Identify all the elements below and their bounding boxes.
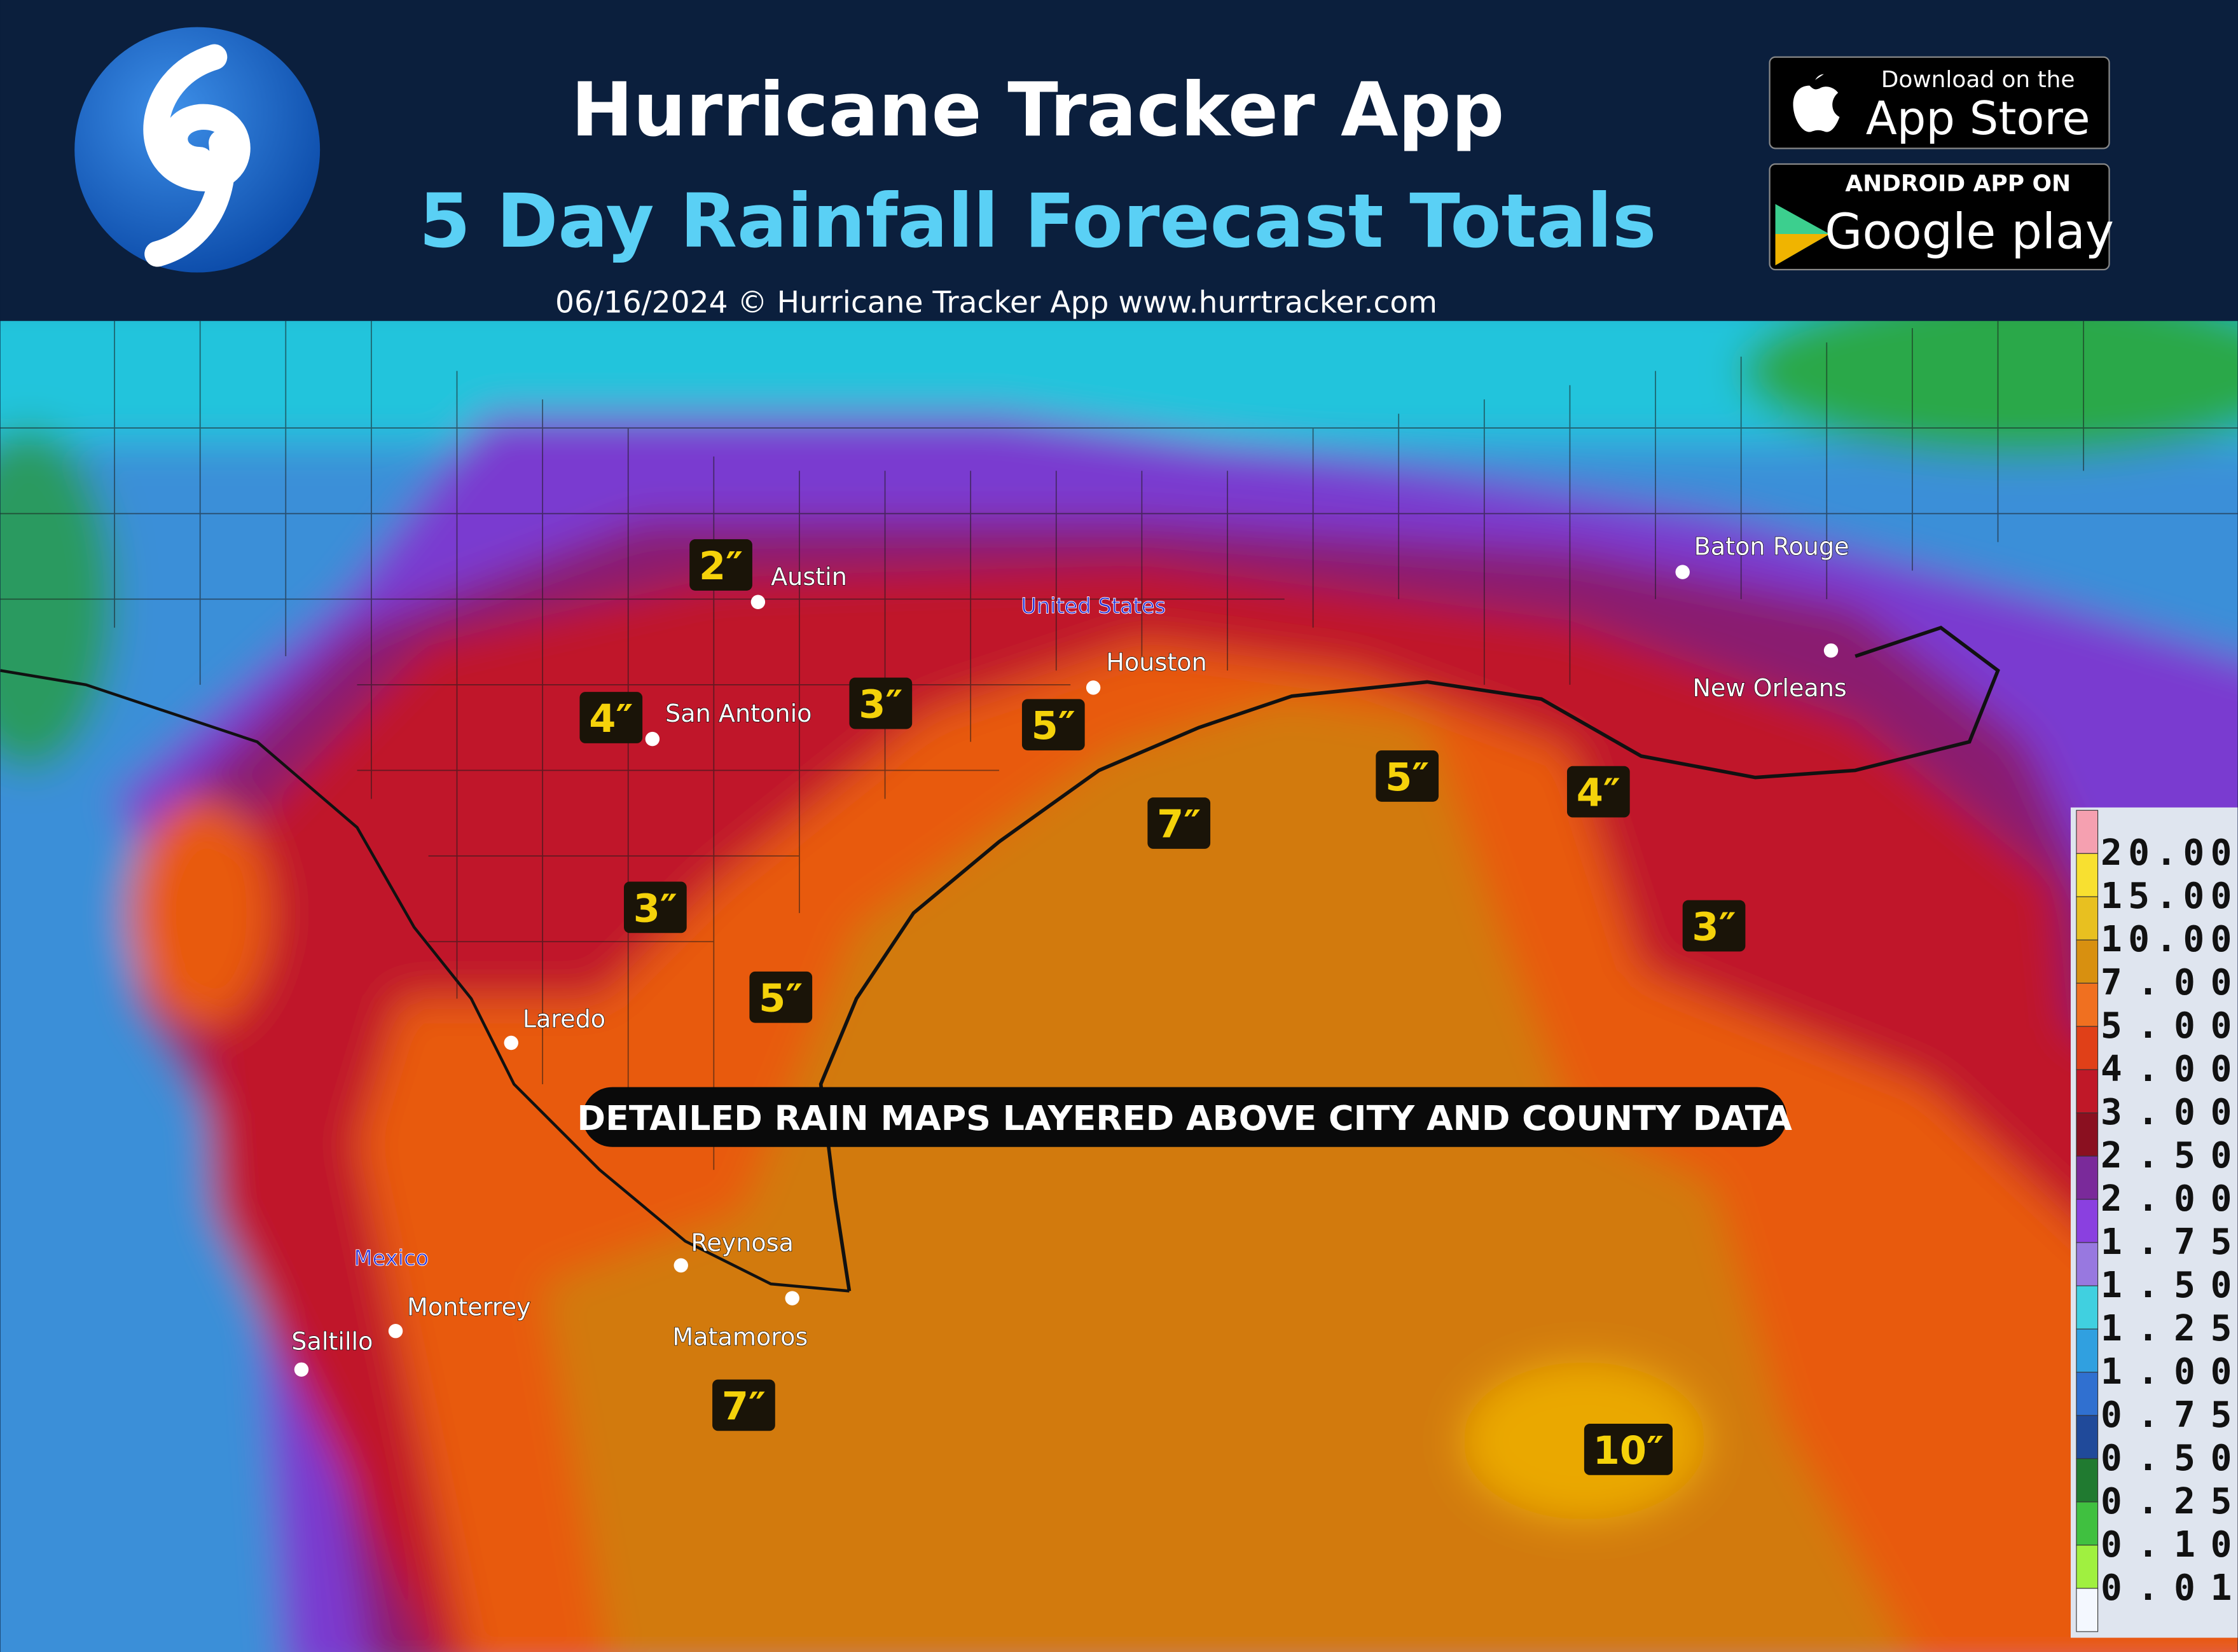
city-label: Baton Rouge [1694,533,1849,561]
rain-label: 5″ [1032,704,1075,748]
title: Hurricane Tracker App [571,67,1505,153]
city-label: Laredo [523,1005,605,1033]
rain-label: 3″ [859,682,902,727]
legend-swatch [2076,1155,2099,1200]
app-store-badge[interactable]: Download on the App Store [1769,56,2110,149]
rain-label-bg [849,677,913,729]
legend-swatch [2076,1069,2099,1113]
rain-map [0,320,2238,1652]
rain-label: 3″ [1692,905,1736,949]
legend-swatch [2076,1458,2099,1503]
legend-swatch [2076,982,2099,1027]
legend-label: 10.00 [2101,919,2232,960]
city-label: Houston [1106,648,1206,676]
city-label: Saltillo [291,1327,373,1355]
legend-swatch [2076,853,2099,897]
legend-bg [2070,807,2238,1638]
rain-label: 7″ [722,1384,766,1429]
badge-text: Google play [1825,203,2114,259]
rain-label: 5″ [1385,755,1429,800]
rain-label-bg [1584,1424,1673,1475]
rain-label: 3″ [633,886,677,931]
legend-swatch [2076,1199,2099,1243]
city-dot [645,731,660,747]
legend-swatch [2076,1415,2099,1459]
legend-swatch [2076,809,2099,854]
legend-label: 15.00 [2101,876,2232,917]
city-dot [1823,643,1839,658]
rain-label-bg [1682,900,1746,952]
city-dot [1086,680,1101,695]
country-label: Mexico [354,1246,429,1270]
badge-text: ANDROID APP ON [1845,171,2071,197]
rain-label-bg [1566,766,1630,818]
rain-label: 4″ [1577,771,1620,816]
legend-swatch [2076,896,2099,940]
city-label: Matamoros [672,1323,808,1351]
rain-label-bg [712,1379,775,1431]
rain-label-bg [749,971,813,1023]
badge-bg [1769,56,2110,149]
header-bg [0,0,2238,321]
badge-text: Download on the [1881,67,2075,93]
legend-swatch [2076,1328,2099,1373]
apple-icon [1793,74,1840,132]
legend-swatch [2076,1372,2099,1416]
rain-label: 2″ [699,544,743,589]
rain-label: 7″ [1157,802,1201,847]
badge-bg [1769,163,2110,271]
rain-label: 5″ [759,977,803,1021]
rain-label-bg [1021,699,1085,751]
city-dot [294,1362,309,1377]
rain-label: 4″ [589,697,633,741]
legend-swatch [2076,1026,2099,1070]
city-dot [785,1291,799,1305]
city-dot [388,1323,403,1339]
legend-swatch [2076,1112,2099,1157]
banner: DETAILED RAIN MAPS LAYERED ABOVE CITY AN… [577,1098,1792,1138]
legend-swatch [2076,1242,2099,1286]
legend-swatch [2076,939,2099,984]
rain-label-bg [623,881,687,933]
credit: 06/16/2024 © Hurricane Tracker App www.h… [555,285,1437,320]
badge-text: App Store [1866,92,2090,145]
city-label: San Antonio [665,699,812,727]
legend-swatch [2076,1545,2099,1589]
legend-swatch [2076,1285,2099,1330]
city-dot [1675,565,1690,579]
rain-label-bg [579,692,643,743]
city-dot [750,595,766,609]
legend-swatch [2076,1588,2099,1632]
city-label: Monterrey [407,1293,531,1321]
rain-label-bg [1147,797,1211,849]
rain-label-bg [1376,750,1439,802]
country-label: United States [1021,594,1166,619]
city-label: Austin [771,563,847,591]
city-dot [673,1258,688,1273]
banner-bg [582,1087,1787,1147]
logo-swirl [143,44,251,267]
legend-label: 20.00 [2101,832,2232,874]
city-label: Reynosa [691,1229,794,1257]
subtitle: 5 Day Rainfall Forecast Totals [419,178,1657,265]
rain-label: 10″ [1593,1429,1664,1473]
city-label: New Orleans [1692,674,1846,702]
google-play-badge[interactable]: ANDROID APP ON Google play [1769,163,2114,271]
legend-swatch [2076,1501,2099,1546]
city-dot [504,1035,518,1050]
rain-label-bg [689,539,752,591]
